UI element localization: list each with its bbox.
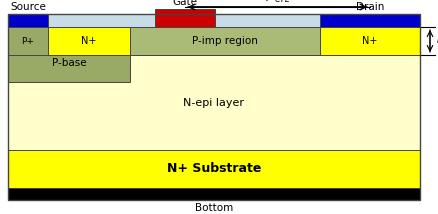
Text: Drain: Drain — [355, 2, 383, 12]
Bar — [130, 27, 319, 55]
Text: Gate: Gate — [172, 0, 197, 7]
Text: $D_{P-imp}$: $D_{P-imp}$ — [435, 34, 438, 48]
Bar — [8, 27, 130, 82]
Bar — [8, 14, 419, 200]
Text: P-base: P-base — [52, 58, 86, 67]
Text: N+: N+ — [81, 36, 96, 46]
Text: N+: N+ — [361, 36, 377, 46]
Text: Source: Source — [10, 2, 46, 12]
Bar — [48, 14, 419, 27]
Bar — [8, 150, 419, 188]
Bar — [319, 14, 419, 27]
Text: $I_{-CPL}$: $I_{-CPL}$ — [264, 0, 290, 5]
Bar — [8, 27, 48, 55]
Text: N+ Substrate: N+ Substrate — [166, 162, 261, 175]
Text: N-epi layer: N-epi layer — [183, 98, 244, 107]
Text: P+: P+ — [21, 37, 34, 46]
Bar — [8, 188, 419, 200]
Text: Bottom: Bottom — [194, 203, 233, 213]
Bar — [8, 14, 48, 27]
Bar — [155, 9, 215, 27]
Bar — [319, 27, 419, 55]
Bar — [48, 27, 130, 55]
Text: P-imp region: P-imp region — [191, 36, 258, 46]
Bar — [8, 55, 419, 150]
